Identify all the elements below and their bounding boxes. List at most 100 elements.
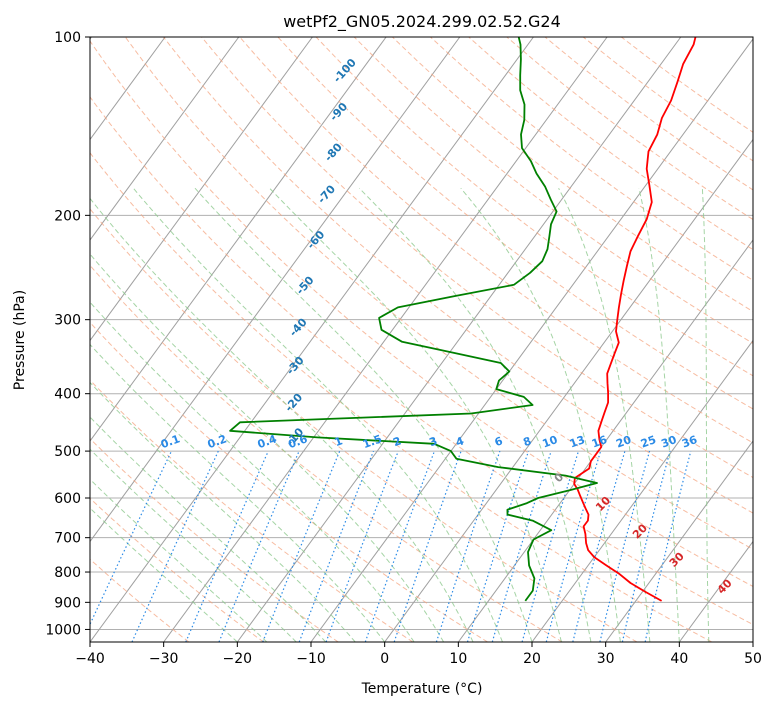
mixing-ratio-line: [466, 450, 530, 642]
moist-adiabat: [90, 253, 445, 642]
mixing-ratio-label: 3: [427, 434, 439, 449]
temperature-profile: [573, 37, 697, 602]
mixing-ratio-label: 1: [333, 434, 345, 449]
isotherm-line: [90, 37, 534, 642]
isotherm-line: [90, 37, 240, 241]
moist-adiabat-label: 20: [630, 521, 650, 541]
mixing-ratio-label: 25: [639, 433, 658, 450]
dry-adiabat: [90, 497, 264, 642]
moist-adiabat: [90, 343, 386, 642]
y-axis: 100 200 300 400 500 600 700 800 900 1000: [45, 30, 90, 638]
mixing-ratio-label: 1.5: [361, 432, 384, 451]
y-tick-label: 200: [54, 208, 81, 224]
isotherm-line: [678, 540, 753, 642]
moist-adiabat: [269, 187, 562, 642]
mixing-ratio-line: [364, 450, 436, 642]
moist-adiabat: [194, 187, 533, 642]
dry-adiabat: [277, 37, 753, 410]
mixing-ratio-label: 0.2: [206, 432, 229, 451]
y-tick-label: 700: [54, 531, 81, 547]
isotherm-line: [90, 37, 313, 342]
moist-adiabat-label: 40: [715, 576, 735, 596]
moist-adiabat-label: 30: [667, 549, 687, 569]
dry-adiabat-label: -30: [284, 354, 307, 378]
moist-adiabat: [90, 381, 356, 642]
dry-adiabat: [90, 321, 488, 642]
isotherm-line: [531, 339, 753, 642]
moist-adiabat: [638, 188, 680, 642]
dry-adiabat-label: -80: [322, 140, 345, 164]
line-labels: -100-90-80-70-60-50-40-30-20-100.1 0.2 0.4…: [159, 56, 735, 597]
x-tick-label: 30: [597, 651, 615, 667]
dry-adiabat: [124, 37, 753, 550]
isotherm-line: [310, 38, 753, 642]
y-tick-label: 500: [54, 444, 81, 460]
x-tick-label: 40: [670, 651, 688, 667]
moist-adiabat: [90, 197, 474, 642]
mixing-ratio-label: 4: [454, 434, 466, 449]
y-tick-label: 300: [54, 313, 81, 329]
mixing-ratio-line: [545, 450, 602, 642]
dry-adiabat: [90, 558, 190, 642]
moist-adiabat: [90, 301, 415, 642]
mixing-ratio-line: [262, 450, 341, 642]
mixing-ratio-label: 10: [541, 433, 560, 451]
mixing-ratio-line: [491, 450, 552, 642]
y-tick-label: 600: [54, 491, 81, 507]
dry-adiabat-label: -70: [315, 182, 338, 206]
y-tick-label: 400: [54, 387, 81, 403]
moist-adiabat-label: 10: [593, 494, 613, 514]
moist-adiabat: [90, 448, 297, 642]
mixing-ratio-line: [521, 450, 580, 642]
mixing-ratio-label: 8: [521, 434, 533, 449]
x-tick-label: −40: [75, 651, 105, 667]
mixing-ratio-line: [621, 450, 671, 642]
isotherm-line: [90, 37, 166, 141]
mixing-ratio-label: 20: [614, 433, 633, 451]
y-tick-label: 900: [54, 595, 81, 611]
mixing-ratio-line: [644, 450, 692, 642]
mixing-ratio-label: 0.1: [159, 432, 182, 451]
x-tick-label: −30: [149, 651, 179, 667]
mixing-ratio-label: 13: [568, 433, 587, 450]
isotherm-line: [236, 37, 682, 642]
x-axis: −40 −30 −20 −10 0 10 20 30 40 50: [75, 642, 762, 667]
plot-frame: [89, 36, 754, 643]
mixing-ratio-line: [185, 450, 269, 642]
mixing-ratio-label: 36: [680, 433, 699, 451]
mixing-ratio-line: [572, 450, 626, 642]
y-axis-label: Pressure (hPa): [12, 290, 28, 390]
dewpoint-profile: [229, 37, 598, 602]
dry-adiabat: [90, 208, 638, 642]
mixing-ratio-line: [298, 450, 375, 642]
y-tick-label: 100: [54, 30, 81, 46]
mixing-ratio-label: 16: [590, 433, 609, 451]
dry-adiabat: [353, 37, 753, 344]
moist-adiabat: [90, 416, 327, 642]
dry-adiabat: [430, 37, 753, 281]
dry-adiabat: [90, 152, 712, 642]
moist-adiabat: [358, 187, 592, 642]
x-axis-label: Temperature (°C): [361, 681, 483, 697]
mixing-ratio-line: [218, 450, 300, 642]
mixing-ratio-label: 2: [391, 434, 403, 449]
isotherm-line: [384, 138, 753, 642]
isotherm-line: [457, 239, 753, 642]
isotherm-line: [752, 641, 753, 642]
mixing-ratio-line: [393, 450, 462, 642]
moist-adiabat: [558, 187, 651, 642]
dry-adiabat-label: -60: [304, 228, 327, 252]
x-tick-label: −20: [223, 651, 253, 667]
mixing-ratio-label: 0.4: [256, 432, 279, 451]
dry-adiabat: [90, 379, 414, 642]
isotherm-line: [90, 37, 387, 442]
x-tick-label: 0: [380, 651, 389, 667]
moist-adiabat: [90, 507, 238, 642]
dry-adiabat: [90, 264, 563, 642]
dry-adiabat: [90, 437, 339, 642]
dry-adiabat: [315, 37, 753, 377]
isotherm-line: [605, 440, 753, 642]
mixing-ratio-line: [325, 450, 399, 642]
dry-adiabat: [90, 96, 753, 626]
